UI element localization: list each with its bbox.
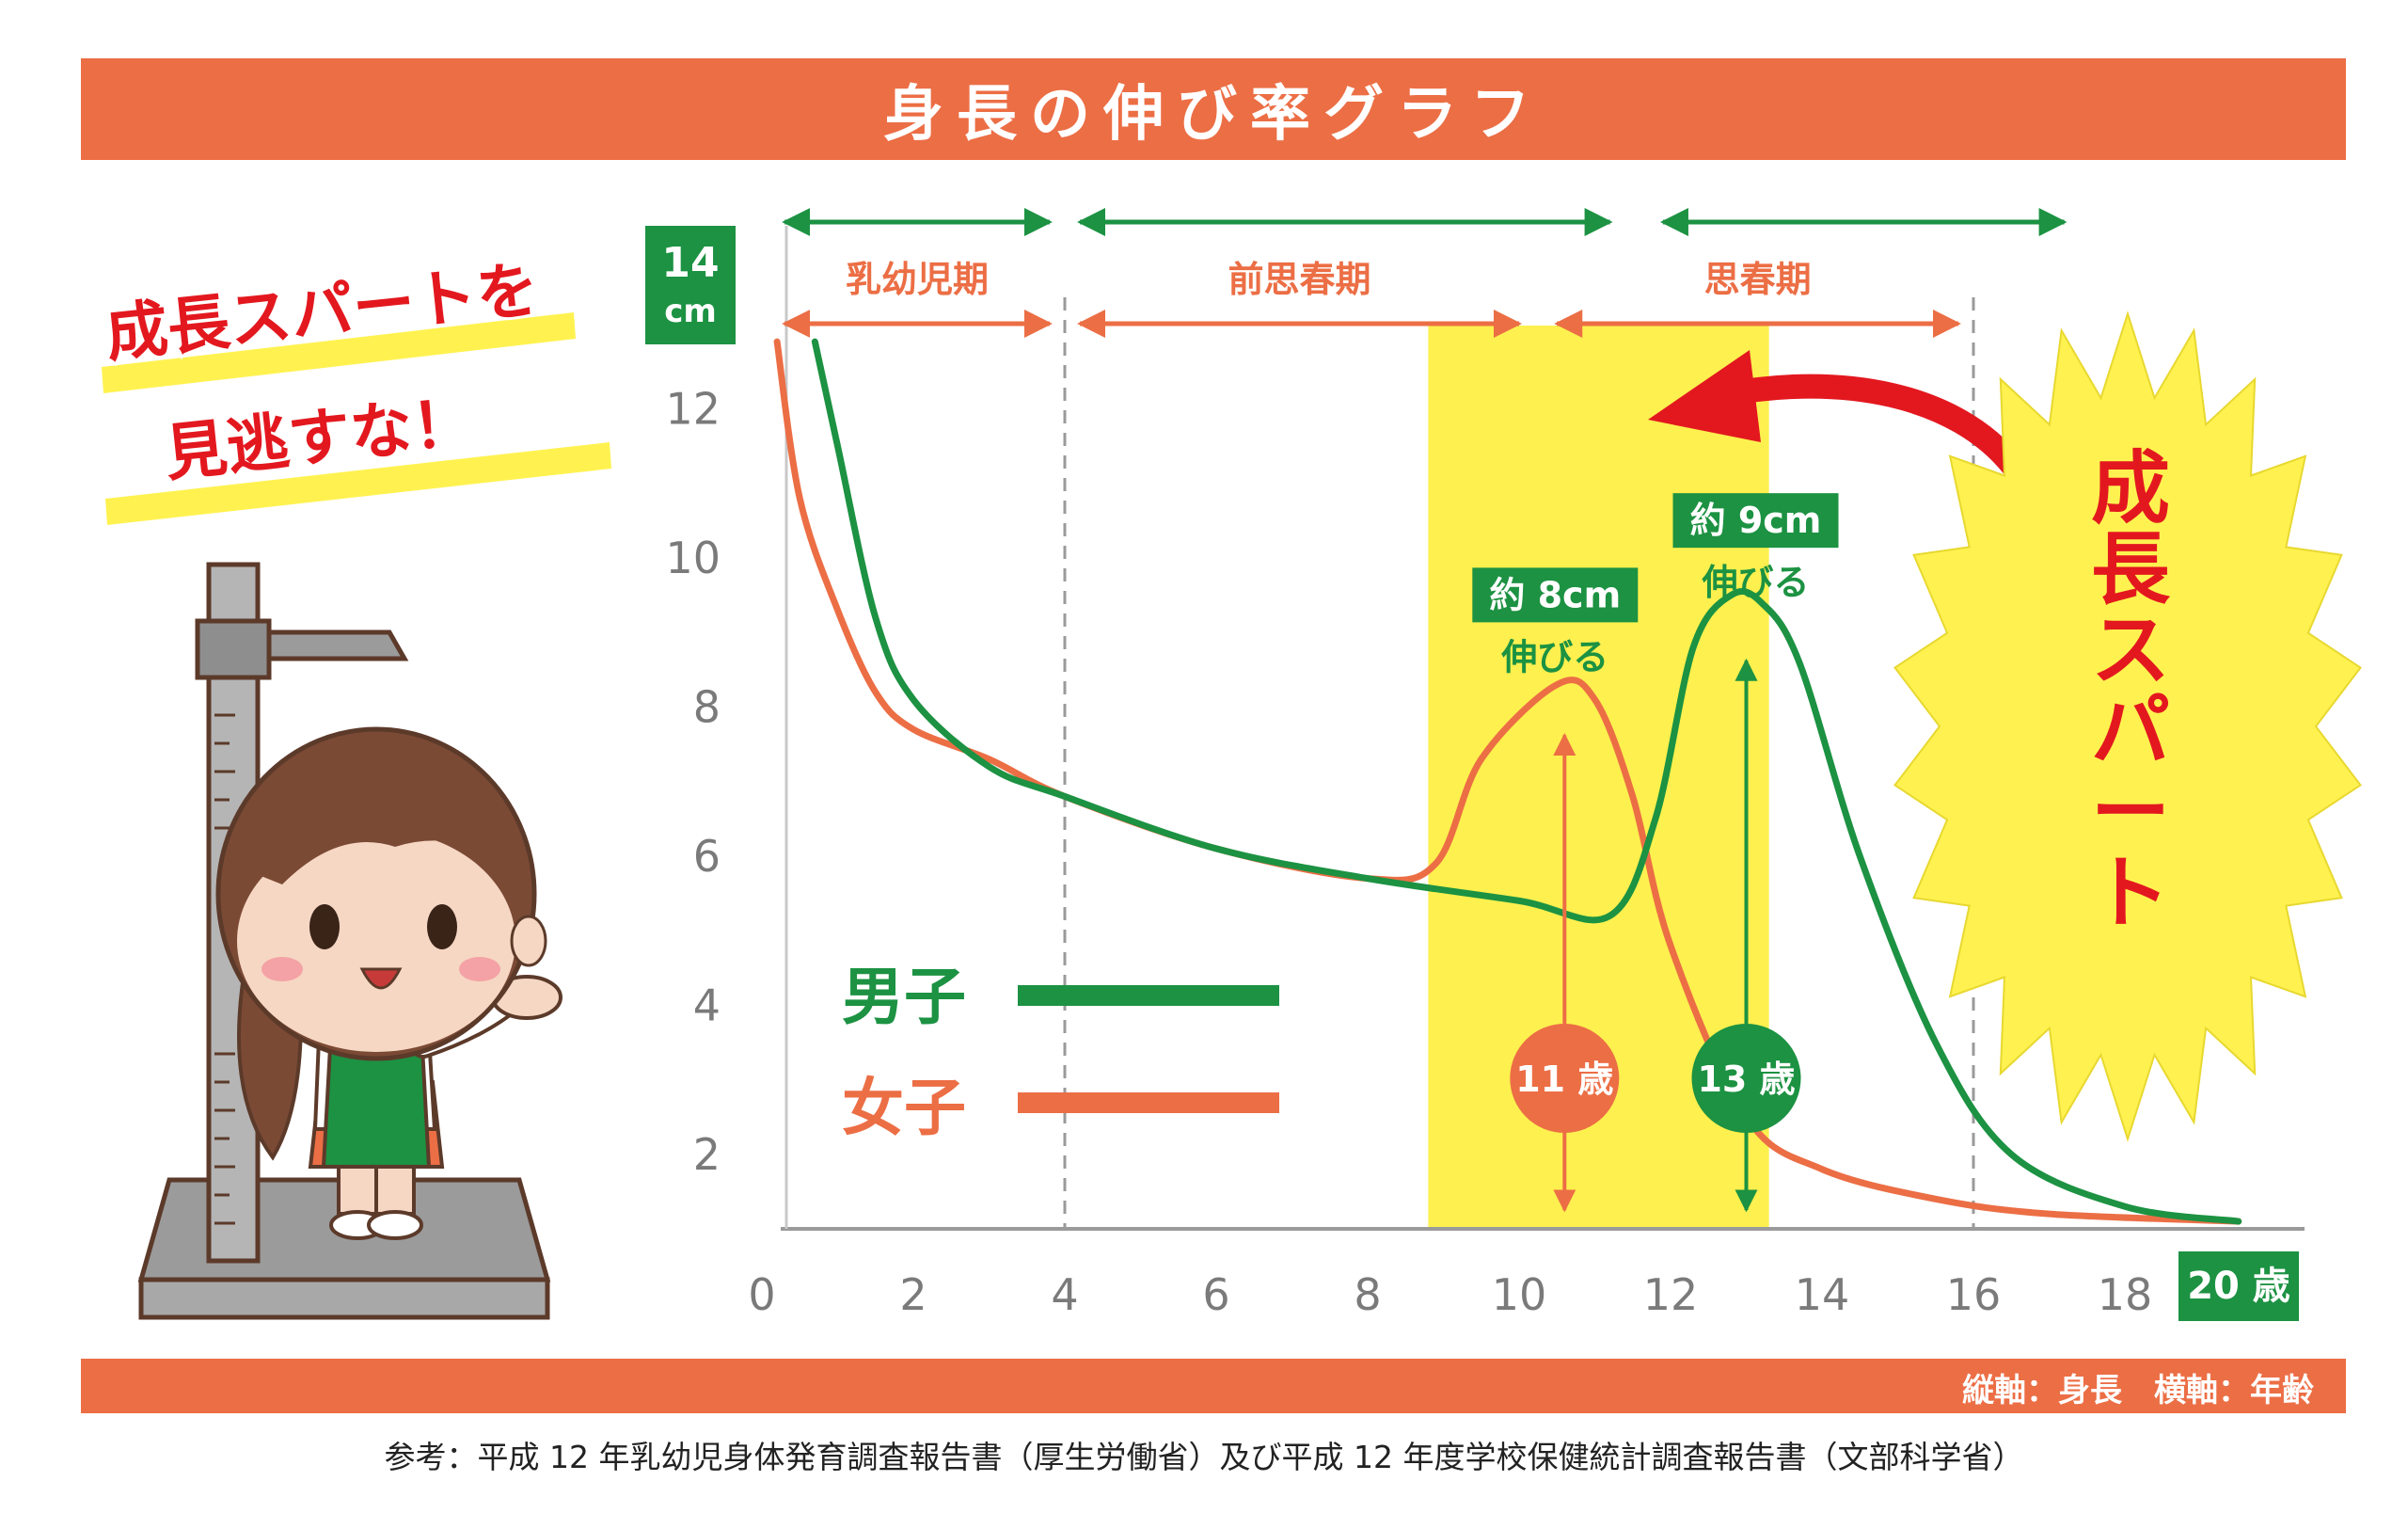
burst-label: 成長スパート bbox=[2091, 442, 2171, 939]
peak-sub-label: 伸びる bbox=[1701, 562, 1809, 603]
x-tick-label: 12 bbox=[1643, 1269, 1699, 1320]
y-tick-label: 10 bbox=[665, 533, 721, 583]
y-tick-labels: 2 4 6 8 10 12 bbox=[665, 383, 721, 1179]
x-tick-label: 10 bbox=[1492, 1269, 1547, 1320]
slogan: 成長スパートを 見逃すな！ bbox=[100, 250, 611, 525]
burst-char: ス bbox=[2091, 604, 2170, 696]
x-unit-box bbox=[2178, 1251, 2299, 1321]
source-citation: 参考：平成 12 年乳幼児身体発育調査報告書（厚生労働省）及び平成 12 年度学… bbox=[384, 1439, 2024, 1475]
burst-char: パ bbox=[2091, 685, 2170, 777]
peak-value-label: 約 8cm bbox=[1489, 574, 1621, 615]
legend: 男子 女子 bbox=[842, 961, 1279, 1144]
age-circle bbox=[1510, 1024, 1620, 1133]
y-tick-label: 2 bbox=[693, 1129, 721, 1180]
x-tick-label: 2 bbox=[899, 1269, 927, 1320]
peak-value-box bbox=[1472, 567, 1639, 623]
age-label: 11 歳 bbox=[1515, 1059, 1613, 1100]
x-tick-label: 0 bbox=[748, 1269, 775, 1320]
period-dividers bbox=[1063, 297, 1975, 1229]
period-label: 前思春期 bbox=[1228, 259, 1371, 300]
legend-label-girls: 女子 bbox=[842, 1072, 966, 1144]
title-banner: 身長の伸び率グラフ bbox=[81, 58, 2346, 160]
burst-char: ー bbox=[2091, 766, 2170, 858]
x-tick-label: 14 bbox=[1795, 1269, 1850, 1320]
legend-label-boys: 男子 bbox=[842, 961, 966, 1033]
x-tick-label: 6 bbox=[1202, 1269, 1229, 1320]
x-tick-label: 4 bbox=[1051, 1269, 1078, 1320]
footer-bar bbox=[81, 1359, 2346, 1413]
y-unit-number: 14 bbox=[661, 239, 719, 287]
age-circle bbox=[1691, 1024, 1801, 1133]
burst-char: 長 bbox=[2091, 523, 2171, 615]
y-tick-label: 8 bbox=[693, 681, 721, 732]
page-title: 身長の伸び率グラフ bbox=[883, 80, 1544, 150]
x-tick-label: 16 bbox=[1946, 1269, 2002, 1320]
y-tick-label: 12 bbox=[665, 383, 721, 434]
burst-char: 成 bbox=[2091, 442, 2170, 534]
x-tick-label: 18 bbox=[2098, 1269, 2153, 1320]
x-tick-labels: 0 2 4 6 8 10 12 14 16 18 bbox=[748, 1269, 2152, 1320]
period-label: 乳幼児期 bbox=[846, 259, 989, 300]
y-unit-cm: cm bbox=[664, 293, 717, 330]
peak-value-label: 約 9cm bbox=[1690, 500, 1822, 541]
growth-spurt-burst: 成長スパート bbox=[1893, 311, 2362, 1142]
peak-annotations: 11 歳 約 8cm 伸びる 13 歳 約 9cm 伸びる bbox=[1472, 493, 1839, 1213]
axis-note: 縦軸：身長 横軸：年齢 bbox=[1962, 1372, 2314, 1409]
x-unit-label: 20 歳 bbox=[2187, 1265, 2290, 1308]
peak-sub-label: 伸びる bbox=[1500, 636, 1608, 677]
series-line-boys bbox=[811, 338, 2242, 1225]
peak-value-box bbox=[1672, 493, 1839, 549]
curved-arrow bbox=[1648, 350, 2025, 478]
y-unit-box bbox=[645, 226, 736, 344]
y-tick-label: 6 bbox=[693, 831, 721, 882]
age-label: 13 歳 bbox=[1697, 1059, 1795, 1100]
x-tick-label: 8 bbox=[1354, 1269, 1381, 1320]
burst-char: ト bbox=[2091, 847, 2170, 939]
height-meter-illustration bbox=[137, 562, 562, 1320]
period-label: 思春期 bbox=[1704, 259, 1812, 300]
series-line-girls bbox=[773, 338, 2242, 1225]
period-spans: 乳幼児期 前思春期 思春期 bbox=[782, 208, 2067, 338]
y-tick-label: 4 bbox=[693, 979, 721, 1030]
